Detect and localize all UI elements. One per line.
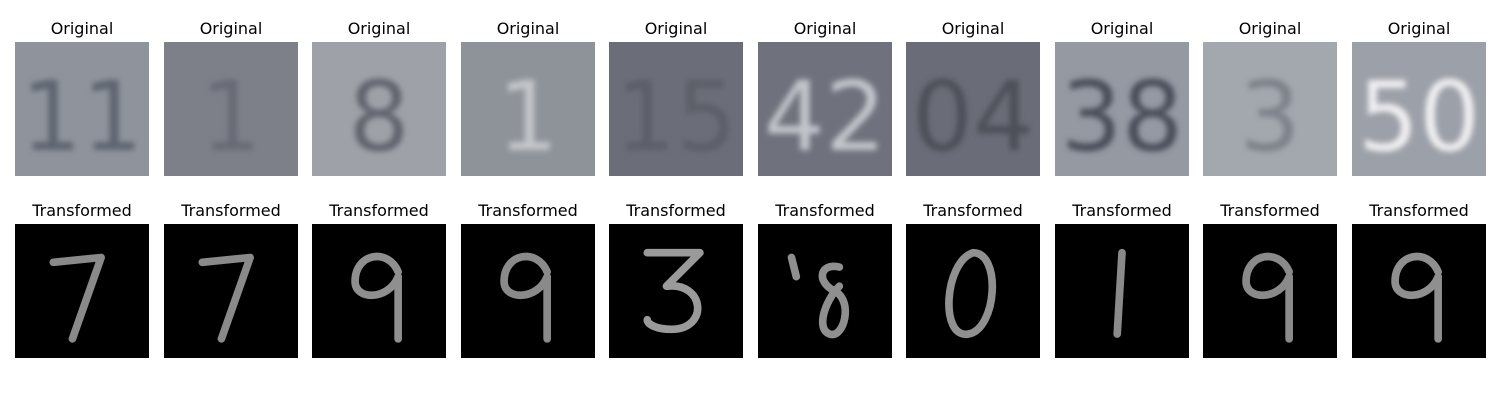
transformed-title: Transformed <box>478 201 578 220</box>
handwritten-digit <box>500 252 551 343</box>
original-title: Original <box>347 19 411 38</box>
handwritten-digit <box>1242 252 1293 343</box>
original-digits: 04 <box>912 61 1034 173</box>
transformed-title: Transformed <box>775 201 875 220</box>
original-title: Original <box>941 19 1005 38</box>
original-digits: 38 <box>1061 61 1183 173</box>
original-digits: 1 <box>497 61 558 173</box>
transformed-title: Transformed <box>1072 201 1172 220</box>
original-digits: 3 <box>1239 61 1300 173</box>
original-title: Original <box>1387 19 1451 38</box>
original-title: Original <box>496 19 560 38</box>
handwritten-digit <box>945 248 996 338</box>
handwritten-digit <box>49 253 105 343</box>
original-image: 04 <box>906 42 1040 176</box>
original-title: Original <box>50 19 114 38</box>
original-image: 42 <box>758 42 892 176</box>
original-image: 8 <box>312 42 446 176</box>
original-title: Original <box>644 19 708 38</box>
transformed-title: Transformed <box>626 201 726 220</box>
transformed-title: Transformed <box>1369 201 1469 220</box>
original-image: 11 <box>15 42 149 176</box>
original-digits: 50 <box>1358 61 1480 173</box>
transformed-image <box>1352 224 1486 358</box>
transformed-title: Transformed <box>32 201 132 220</box>
original-digits: 42 <box>764 61 886 173</box>
original-image: 3 <box>1203 42 1337 176</box>
handwritten-digit <box>198 253 254 343</box>
original-title: Original <box>1238 19 1302 38</box>
transformed-image <box>758 224 892 358</box>
transformed-title: Transformed <box>923 201 1023 220</box>
transformed-title: Transformed <box>329 201 429 220</box>
transformed-image <box>461 224 595 358</box>
original-title: Original <box>793 19 857 38</box>
original-digits: 15 <box>615 61 737 173</box>
handwritten-digit <box>1113 248 1126 338</box>
handwritten-digit <box>643 248 704 334</box>
handwritten-digit <box>1391 252 1442 343</box>
transformed-title: Transformed <box>181 201 281 220</box>
handwritten-digit <box>351 252 402 343</box>
original-image: 38 <box>1055 42 1189 176</box>
original-digits: 1 <box>200 61 261 173</box>
original-image: 1 <box>461 42 595 176</box>
original-image: 50 <box>1352 42 1486 176</box>
original-digits: 11 <box>21 61 143 173</box>
transformed-image <box>609 224 743 358</box>
transformed-image <box>312 224 446 358</box>
handwritten-digit <box>787 253 850 338</box>
transformed-image <box>1203 224 1337 358</box>
original-digits: 8 <box>348 61 409 173</box>
transformed-image <box>15 224 149 358</box>
original-image: 1 <box>164 42 298 176</box>
transformed-image <box>906 224 1040 358</box>
transformed-image <box>164 224 298 358</box>
original-image: 15 <box>609 42 743 176</box>
original-title: Original <box>1090 19 1154 38</box>
transformed-title: Transformed <box>1220 201 1320 220</box>
original-title: Original <box>199 19 263 38</box>
transformed-image <box>1055 224 1189 358</box>
